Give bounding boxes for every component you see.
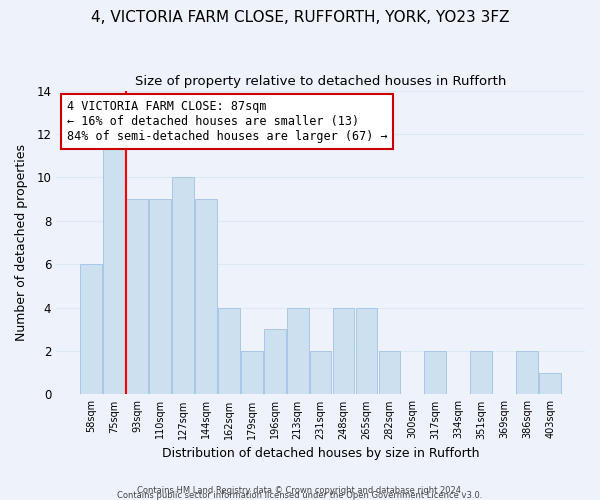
- Bar: [195, 199, 217, 394]
- Bar: [149, 199, 171, 394]
- Y-axis label: Number of detached properties: Number of detached properties: [15, 144, 28, 341]
- Bar: [126, 199, 148, 394]
- Bar: [287, 308, 308, 394]
- Bar: [356, 308, 377, 394]
- Bar: [379, 351, 400, 395]
- Text: 4 VICTORIA FARM CLOSE: 87sqm
← 16% of detached houses are smaller (13)
84% of se: 4 VICTORIA FARM CLOSE: 87sqm ← 16% of de…: [67, 100, 388, 142]
- Text: Contains HM Land Registry data © Crown copyright and database right 2024.: Contains HM Land Registry data © Crown c…: [137, 486, 463, 495]
- Bar: [470, 351, 492, 395]
- Bar: [310, 351, 331, 395]
- Bar: [80, 264, 102, 394]
- Bar: [172, 178, 194, 394]
- Bar: [264, 330, 286, 394]
- Title: Size of property relative to detached houses in Rufforth: Size of property relative to detached ho…: [135, 75, 506, 88]
- Bar: [241, 351, 263, 395]
- Bar: [218, 308, 240, 394]
- Bar: [424, 351, 446, 395]
- Bar: [516, 351, 538, 395]
- X-axis label: Distribution of detached houses by size in Rufforth: Distribution of detached houses by size …: [162, 447, 479, 460]
- Bar: [103, 134, 125, 394]
- Text: 4, VICTORIA FARM CLOSE, RUFFORTH, YORK, YO23 3FZ: 4, VICTORIA FARM CLOSE, RUFFORTH, YORK, …: [91, 10, 509, 25]
- Bar: [539, 372, 561, 394]
- Bar: [332, 308, 355, 394]
- Text: Contains public sector information licensed under the Open Government Licence v3: Contains public sector information licen…: [118, 491, 482, 500]
